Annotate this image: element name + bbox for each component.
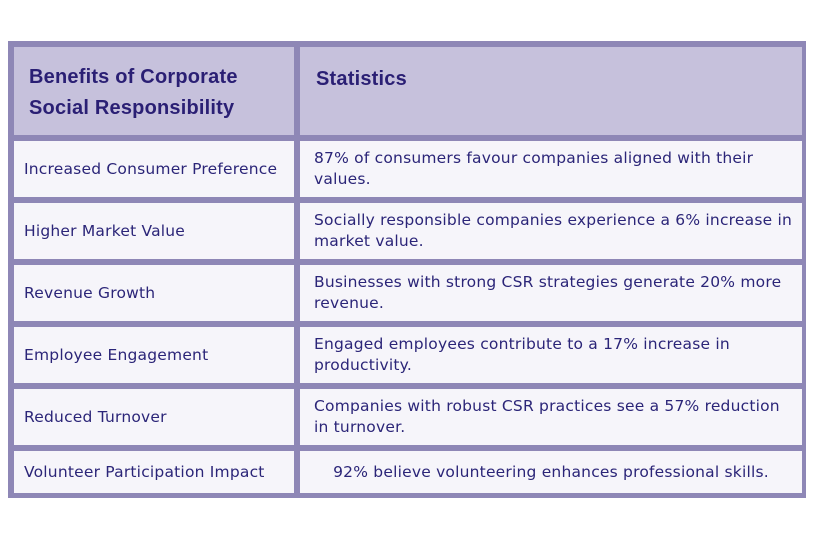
csr-benefits-table: Benefits of Corporate Social Responsibil…	[8, 41, 806, 498]
row-statistic: Companies with robust CSR practices see …	[300, 389, 802, 445]
row-statistic: 87% of consumers favour companies aligne…	[300, 141, 802, 197]
row-benefit: Higher Market Value	[14, 203, 294, 259]
row-benefit: Employee Engagement	[14, 327, 294, 383]
header-benefits: Benefits of Corporate Social Responsibil…	[14, 47, 294, 135]
row-statistic: Engaged employees contribute to a 17% in…	[300, 327, 802, 383]
row-statistic: Businesses with strong CSR strategies ge…	[300, 265, 802, 321]
row-benefit: Reduced Turnover	[14, 389, 294, 445]
row-benefit: Volunteer Participation Impact	[14, 451, 294, 493]
row-benefit: Revenue Growth	[14, 265, 294, 321]
row-statistic: 92% believe volunteering enhances profes…	[300, 451, 802, 493]
row-statistic: Socially responsible companies experienc…	[300, 203, 802, 259]
row-benefit: Increased Consumer Preference	[14, 141, 294, 197]
header-statistics: Statistics	[300, 47, 802, 135]
